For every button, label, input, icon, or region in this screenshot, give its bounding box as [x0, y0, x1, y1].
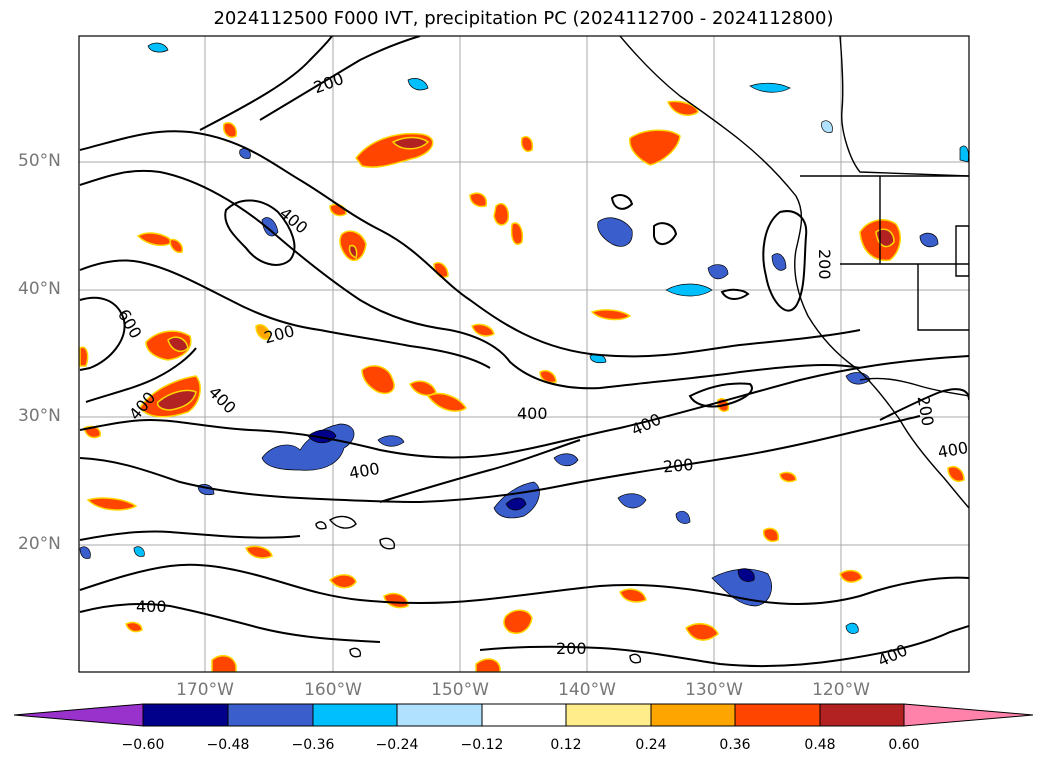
lon-label-170w: 170°W — [176, 680, 234, 700]
lon-label-120w: 120°W — [812, 680, 870, 700]
colorbar-tick-label: −0.60 — [121, 737, 165, 753]
colorbar — [13, 703, 1034, 727]
lon-label-160w: 160°W — [304, 680, 362, 700]
colorbar-tick-label: 0.24 — [635, 737, 667, 753]
colorbar-tick-label: −0.12 — [460, 737, 504, 753]
colorbar-tick-label: 0.60 — [888, 737, 920, 753]
lon-label-140w: 140°W — [558, 680, 616, 700]
lon-label-130w: 130°W — [685, 680, 743, 700]
lat-label-20n: 20°N — [18, 534, 61, 554]
map-title: 2024112500 F000 IVT, precipitation PC (2… — [213, 8, 834, 29]
lat-label-30n: 30°N — [18, 406, 61, 426]
colorbar-tick-label: 0.48 — [804, 737, 836, 753]
lat-label-50n: 50°N — [18, 151, 61, 171]
colorbar-tick-label: −0.36 — [291, 737, 335, 753]
ivt-contours — [79, 36, 969, 668]
lon-label-150w: 150°W — [431, 680, 489, 700]
lat-label-40n: 40°N — [18, 279, 61, 299]
coastlines — [315, 36, 969, 664]
colorbar-tick-label: −0.48 — [206, 737, 250, 753]
colorbar-tick-label: 0.12 — [550, 737, 582, 753]
colorbar-tick-label: −0.24 — [375, 737, 419, 753]
colorbar-tick-label: 0.36 — [719, 737, 751, 753]
